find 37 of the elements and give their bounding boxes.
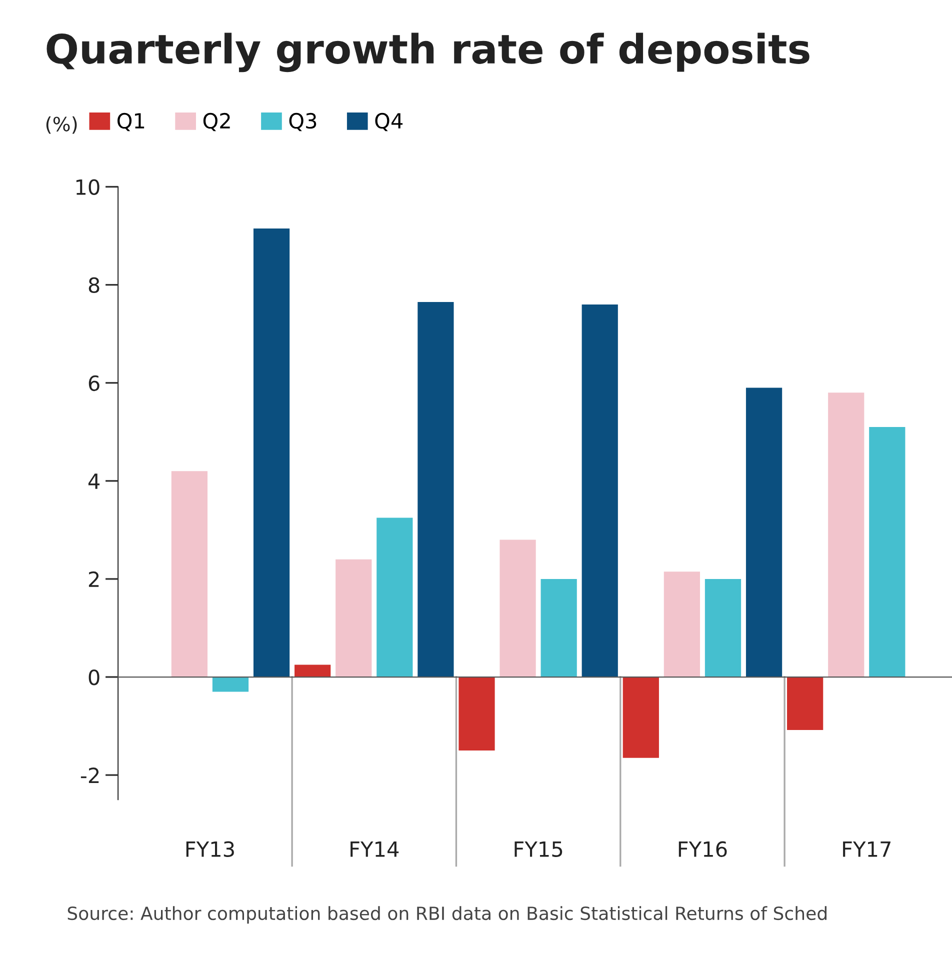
bar <box>253 228 290 678</box>
x-tick-label: FY16 <box>678 841 727 858</box>
y-tick-label: 8 <box>88 277 100 294</box>
bar <box>458 677 495 751</box>
legend-label: Q4 <box>375 112 403 132</box>
bar <box>418 302 454 678</box>
y-tick-label: -2 <box>80 768 99 783</box>
bar <box>336 559 372 678</box>
bar <box>746 388 782 678</box>
bar <box>376 518 413 678</box>
y-axis-title: (%) <box>46 116 77 134</box>
bar <box>828 392 864 678</box>
bar <box>622 677 659 758</box>
bar <box>869 426 906 678</box>
legend-label: Q3 <box>289 112 316 132</box>
legend-label: Q2 <box>203 112 230 132</box>
source-note: Source: Author computation based on RBI data on Basic Statistical Returns of Sched <box>68 906 826 924</box>
x-tick-label: FY15 <box>514 842 562 858</box>
bar <box>212 677 249 692</box>
bar <box>540 578 577 678</box>
legend-label: Q1 <box>118 112 144 132</box>
bar <box>171 471 208 678</box>
chart-title: Quarterly growth rate of deposits <box>46 32 810 72</box>
bar <box>294 664 331 678</box>
y-tick-label: 4 <box>88 474 100 489</box>
bar <box>787 677 824 730</box>
bar <box>704 578 742 678</box>
y-tick-label: 2 <box>88 571 99 587</box>
bar <box>664 572 700 678</box>
x-tick-label: FY17 <box>843 842 890 857</box>
y-tick-label: 6 <box>88 375 100 392</box>
x-tick-label: FY14 <box>350 842 399 857</box>
y-tick-label: 10 <box>76 179 100 195</box>
y-tick-label: 0 <box>88 669 100 686</box>
bar <box>500 540 536 678</box>
bar <box>582 304 618 678</box>
x-tick-label: FY13 <box>186 841 234 858</box>
